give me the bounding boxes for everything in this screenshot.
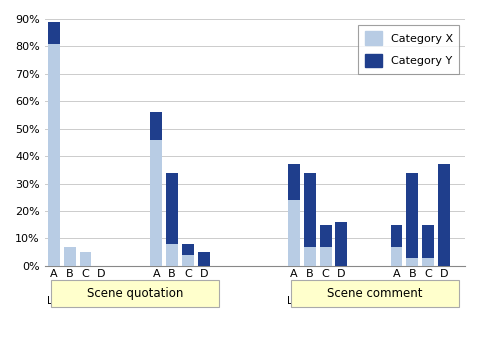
Text: Scene comment: Scene comment: [327, 287, 422, 300]
Bar: [407, 173, 418, 257]
Bar: [166, 244, 178, 266]
Bar: [48, 22, 60, 44]
Bar: [320, 225, 332, 247]
Bar: [48, 44, 60, 266]
Bar: [198, 252, 210, 266]
Bar: [438, 164, 450, 266]
Bar: [288, 164, 300, 200]
Bar: [422, 225, 434, 257]
Text: Leading users: Leading users: [287, 296, 360, 306]
Bar: [391, 225, 402, 247]
Bar: [288, 200, 300, 266]
Text: All users: All users: [164, 296, 208, 306]
Bar: [182, 255, 194, 266]
Bar: [80, 252, 92, 266]
Bar: [166, 173, 178, 244]
Bar: [182, 244, 194, 255]
Bar: [407, 257, 418, 266]
Text: Leading users: Leading users: [47, 296, 120, 306]
Bar: [422, 257, 434, 266]
Bar: [304, 173, 316, 247]
Legend: Category X, Category Y: Category X, Category Y: [359, 25, 459, 74]
Bar: [64, 247, 76, 266]
Bar: [304, 247, 316, 266]
Bar: [320, 247, 332, 266]
Bar: [151, 112, 162, 140]
Text: Scene quotation: Scene quotation: [86, 287, 183, 300]
Text: All users: All users: [404, 296, 448, 306]
Bar: [151, 140, 162, 266]
Bar: [391, 247, 402, 266]
Bar: [336, 222, 348, 266]
